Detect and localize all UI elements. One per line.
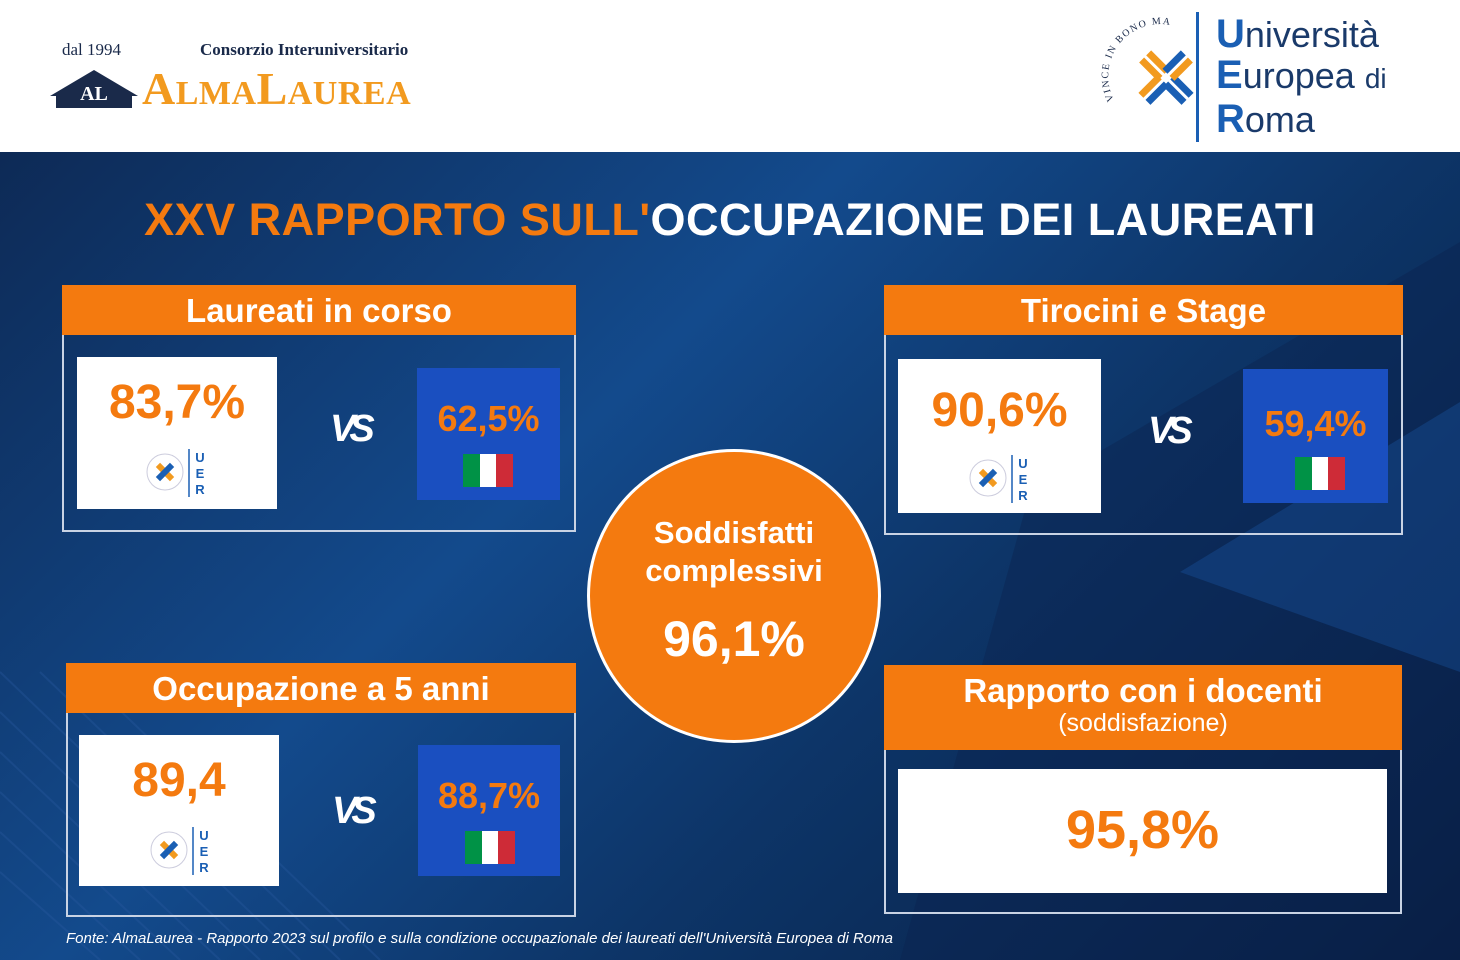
italy-value: 59,4% <box>1264 403 1367 444</box>
italy-value: 88,7% <box>437 775 541 816</box>
vs-label: VS <box>330 408 375 450</box>
uer-value: 90,6% <box>931 384 1068 437</box>
uer-value-box: 90,6% U E R <box>898 359 1101 513</box>
italy-value-box: 62,5% <box>417 368 560 500</box>
uer-mini-logo: U E R <box>969 455 1028 503</box>
svg-text:U: U <box>195 450 204 465</box>
svg-text:E: E <box>1019 472 1028 487</box>
uer-divider <box>1196 12 1199 142</box>
panel-title-laureati-in-corso: Laureati in corso <box>62 285 576 335</box>
infographic-body: XXV RAPPORTO SULL'OCCUPAZIONE DEI LAUREA… <box>0 152 1460 960</box>
soddisfatti-value: 96,1% <box>663 611 805 667</box>
svg-text:R: R <box>1018 488 1028 503</box>
italy-value-box: 88,7% <box>418 745 560 876</box>
svg-text:E: E <box>196 466 205 481</box>
almalaurea-badge-text: AL <box>80 83 108 105</box>
docenti-value-box: 95,8% <box>898 769 1387 893</box>
svg-text:E: E <box>200 844 209 859</box>
uer-value: 83,7% <box>108 376 246 429</box>
italy-flag-icon <box>1295 457 1346 490</box>
almalaurea-since: dal 1994 <box>62 40 122 59</box>
uer-wordmark: Università Europea di Roma <box>1216 12 1387 141</box>
svg-text:U: U <box>199 828 208 843</box>
docenti-title: Rapporto con i docenti <box>963 672 1323 709</box>
uer-mini-logo: U E R <box>146 449 205 497</box>
docenti-subtitle: (soddisfazione) <box>1058 709 1228 737</box>
vs-label: VS <box>1148 410 1193 452</box>
uer-value: 89,4 <box>132 754 226 807</box>
source-note: Fonte: AlmaLaurea - Rapporto 2023 sul pr… <box>66 930 893 947</box>
panel-title-occupazione: Occupazione a 5 anni <box>66 663 576 713</box>
svg-text:U: U <box>1018 456 1027 471</box>
almalaurea-wordmark: ALMALAUREA <box>142 63 412 114</box>
panel-title-tirocini: Tirocini e Stage <box>884 285 1403 335</box>
header: dal 1994 Consorzio Interuniversitario AL… <box>0 0 1460 152</box>
docenti-value: 95,8% <box>1065 800 1220 860</box>
italy-value: 62,5% <box>437 398 540 439</box>
soddisfatti-circle: Soddisfatti complessivi 96,1% <box>587 449 881 743</box>
uer-value-box: 83,7% U E R <box>77 357 277 509</box>
page-title: XXV RAPPORTO SULL'OCCUPAZIONE DEI LAUREA… <box>144 194 1316 245</box>
soddisfatti-label: Soddisfatti complessivi <box>645 515 823 588</box>
almalaurea-consorzio: Consorzio Interuniversitario <box>200 40 409 59</box>
uer-seal-logo: VINCE IN BONO MALUM <box>1094 10 1194 105</box>
italy-value-box: 59,4% <box>1243 369 1388 503</box>
uer-mini-logo: U E R <box>150 827 209 875</box>
italy-flag-icon <box>465 831 516 864</box>
vs-label: VS <box>332 790 377 832</box>
almalaurea-badge-logo: AL <box>50 70 138 108</box>
svg-text:R: R <box>199 860 209 875</box>
uer-value-box: 89,4 U E R <box>79 735 279 886</box>
italy-flag-icon <box>463 454 514 487</box>
svg-text:R: R <box>195 482 205 497</box>
panel-title-docenti: Rapporto con i docenti (soddisfazione) <box>884 665 1402 750</box>
